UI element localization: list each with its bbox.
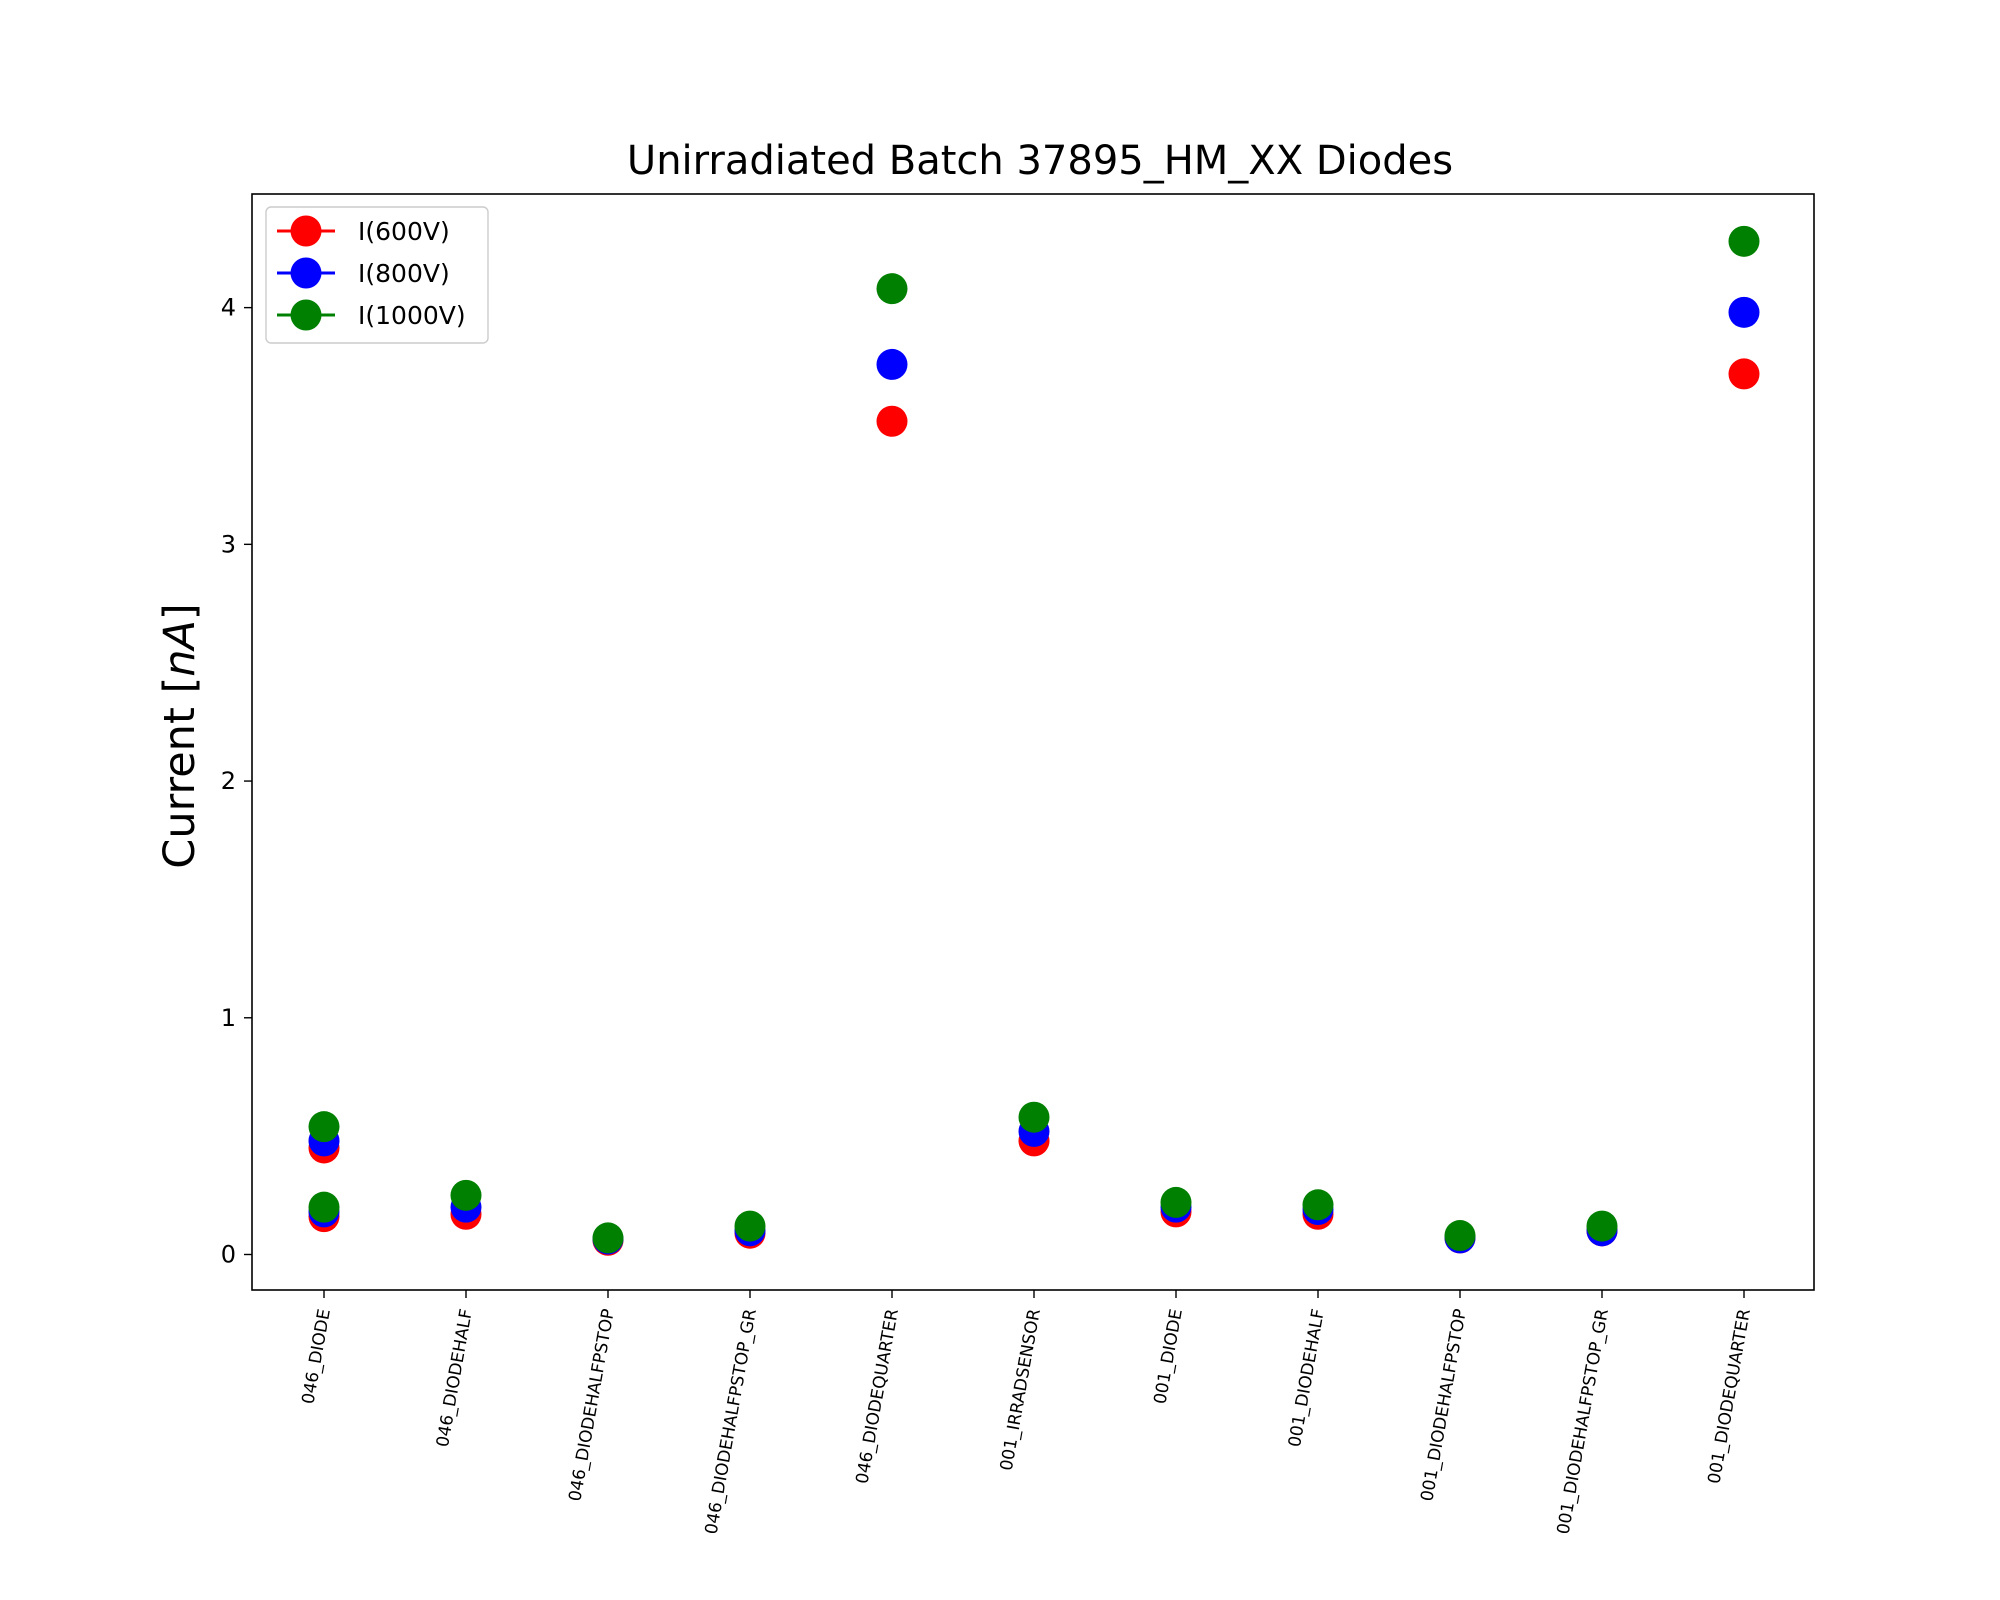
legend-label: I(800V)	[358, 259, 450, 288]
data-point	[1160, 1186, 1192, 1218]
data-point	[592, 1222, 624, 1254]
data-point	[308, 1111, 340, 1143]
legend-marker	[290, 215, 322, 247]
legend-marker	[290, 299, 322, 331]
chart-title: Unirradiated Batch 37895_HM_XX Diodes	[627, 138, 1453, 184]
data-point	[1444, 1220, 1476, 1252]
y-tick-label: 2	[221, 767, 236, 795]
legend-marker	[290, 257, 322, 289]
x-tick-label: 001_IRRADSENSOR	[997, 1307, 1045, 1472]
y-tick-label: 0	[221, 1240, 236, 1268]
y-tick-label: 4	[221, 294, 236, 322]
x-tick-label: 001_DIODEHALFPSTOP	[1417, 1307, 1471, 1503]
legend: I(600V) I(800V) I(1000V)	[265, 206, 489, 344]
data-point	[308, 1191, 340, 1223]
y-axis-label-close: ]	[155, 603, 205, 620]
data-point	[876, 348, 908, 380]
series-I(1000V)	[308, 225, 1760, 1254]
x-tick-label: 001_DIODE	[1151, 1307, 1187, 1405]
data-point	[1302, 1189, 1334, 1221]
data-point	[1586, 1210, 1618, 1242]
data-point	[1728, 358, 1760, 390]
x-tick-label: 046_DIODE	[299, 1307, 335, 1405]
data-point	[876, 405, 908, 437]
legend-label: I(1000V)	[358, 301, 466, 330]
data-point	[1728, 296, 1760, 328]
y-tick-label: 3	[221, 530, 236, 558]
data-point	[450, 1179, 482, 1211]
x-tick-label: 046_DIODEHALF	[433, 1307, 477, 1448]
y-tick-label: 1	[221, 1004, 236, 1032]
y-axis-label-text: Current [	[155, 677, 205, 869]
x-axis-ticks: 046_DIODE 046_DIODEHALF 046_DIODEHALFPSTOP…	[299, 1290, 1755, 1536]
data-point	[734, 1210, 766, 1242]
data-point	[876, 273, 908, 305]
data-point	[1018, 1101, 1050, 1133]
x-tick-label: 001_DIODEHALF	[1285, 1307, 1329, 1448]
x-tick-label: 046_DIODEQUARTER	[852, 1307, 903, 1485]
x-tick-label: 046_DIODEHALFPSTOP_GR	[702, 1307, 761, 1536]
y-axis-ticks: 0 1 2 3 4	[221, 294, 252, 1268]
y-axis-label: Current [nA]	[155, 603, 205, 868]
legend-label: I(600V)	[358, 217, 450, 246]
x-tick-label: 046_DIODEHALFPSTOP	[565, 1307, 619, 1503]
plot-area	[308, 225, 1760, 1256]
legend-box	[265, 206, 489, 344]
x-tick-label: 001_DIODEHALFPSTOP_GR	[1554, 1307, 1613, 1536]
y-axis-label-unit: nA	[155, 620, 205, 677]
plot-frame	[251, 193, 1815, 1291]
x-tick-label: 001_DIODEQUARTER	[1704, 1307, 1755, 1485]
data-point	[1728, 225, 1760, 257]
